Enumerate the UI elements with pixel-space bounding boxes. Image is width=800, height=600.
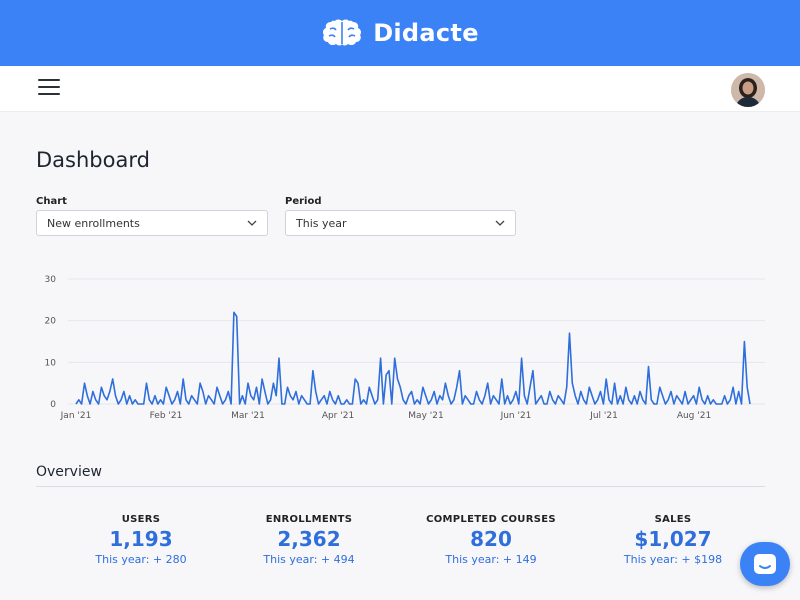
x-tick-label: Apr '21 — [322, 411, 354, 421]
y-tick-label: 30 — [45, 275, 57, 285]
stat-delta: This year: + 149 — [445, 553, 537, 566]
x-tick-label: Mar '21 — [231, 411, 265, 421]
chat-button[interactable] — [740, 542, 790, 586]
stat-delta: This year: + 280 — [95, 553, 187, 566]
top-nav — [0, 66, 800, 112]
y-tick-label: 10 — [45, 358, 57, 368]
stat-completed-courses: COMPLETED COURSES 820 This year: + 149 — [396, 514, 586, 566]
brand[interactable]: Didacte — [321, 16, 479, 50]
page-title: Dashboard — [36, 148, 150, 172]
avatar-image — [731, 73, 765, 107]
x-tick-label: Aug '21 — [677, 411, 711, 421]
y-tick-label: 0 — [50, 400, 56, 410]
x-tick-label: Feb '21 — [150, 411, 183, 421]
period-select-value: This year — [296, 216, 347, 230]
period-select[interactable]: This year — [285, 210, 516, 236]
series-line-new-enrollments — [75, 311, 751, 405]
chart-select-value: New enrollments — [47, 216, 140, 230]
brain-icon — [323, 19, 362, 46]
overview-title: Overview — [36, 464, 102, 480]
chevron-down-icon — [247, 220, 257, 226]
x-tick-label: Jan '21 — [60, 411, 92, 421]
stat-users: USERS 1,193 This year: + 280 — [46, 514, 236, 566]
user-avatar[interactable] — [731, 73, 765, 107]
stat-sales: SALES $1,027 This year: + $198 — [578, 514, 768, 566]
stat-delta: This year: + 494 — [263, 553, 355, 566]
brand-name: Didacte — [373, 19, 479, 47]
stat-value: 1,193 — [109, 527, 173, 551]
overview-divider — [36, 486, 765, 487]
stat-value: 2,362 — [277, 527, 341, 551]
period-select-label: Period — [285, 196, 322, 207]
chat-icon — [754, 554, 776, 574]
hamburger-icon[interactable] — [38, 79, 60, 97]
chart-select-label: Chart — [36, 196, 67, 207]
enrollments-line-chart: 0 10 20 30 Jan '21 Feb '21 Mar '21 Apr '21 May '… — [45, 275, 765, 421]
stat-delta: This year: + $198 — [623, 553, 723, 566]
x-tick-label: Jul '21 — [589, 411, 618, 421]
stat-value: 820 — [470, 527, 512, 551]
y-tick-label: 20 — [45, 317, 57, 327]
brand-bar: Didacte — [0, 0, 800, 66]
stat-label: ENROLLMENTS — [265, 514, 353, 525]
stat-label: SALES — [654, 514, 692, 525]
stat-enrollments: ENROLLMENTS 2,362 This year: + 494 — [214, 514, 404, 566]
stat-label: COMPLETED COURSES — [426, 514, 556, 525]
chevron-down-icon — [495, 220, 505, 226]
stat-label: USERS — [121, 514, 161, 525]
x-tick-label: May '21 — [408, 411, 443, 421]
stat-value: $1,027 — [634, 527, 712, 551]
x-tick-label: Jun '21 — [500, 411, 532, 421]
chart-select[interactable]: New enrollments — [36, 210, 268, 236]
